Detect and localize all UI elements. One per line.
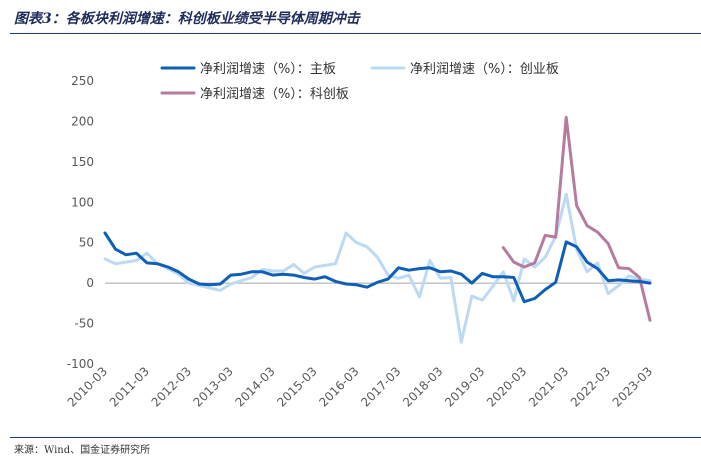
legend-label-1: 净利润增速（%）：主板 <box>200 62 336 77</box>
y-tick-label: -100 <box>67 357 94 371</box>
y-tick-label: 50 <box>79 236 94 250</box>
series-line-2 <box>103 192 652 344</box>
x-tick-label: 2021-03 <box>526 364 571 409</box>
x-tick-label: 2020-03 <box>484 364 529 409</box>
figure-title: 图表3：各板块利润增速：科创板业绩受半导体周期冲击 <box>14 11 360 27</box>
legend-label-3: 净利润增速（%）：科创板 <box>200 87 349 102</box>
x-tick-label: 2023-03 <box>610 364 655 409</box>
y-tick-label: -50 <box>74 317 94 331</box>
y-tick-label: 250 <box>71 74 94 88</box>
x-tick-label: 2014-03 <box>232 364 277 409</box>
x-tick-label: 2019-03 <box>442 364 487 409</box>
x-tick-label: 2022-03 <box>568 364 613 409</box>
source-divider <box>10 437 701 438</box>
x-tick-label: 2013-03 <box>191 364 236 409</box>
y-tick-label: 150 <box>71 155 94 169</box>
x-tick-label: 2011-03 <box>107 364 152 409</box>
series-line-3 <box>501 115 652 322</box>
legend-label-2: 净利润增速（%）：创业板 <box>410 62 559 77</box>
x-tick-label: 2015-03 <box>274 364 319 409</box>
x-tick-label: 2010-03 <box>65 364 110 409</box>
y-tick-label: 200 <box>71 114 94 128</box>
x-tick-label: 2016-03 <box>316 364 361 409</box>
y-tick-label: 100 <box>71 195 94 209</box>
series-line-1 <box>103 231 652 304</box>
y-tick-label: 0 <box>86 276 94 290</box>
title-divider <box>10 33 701 34</box>
x-tick-label: 2012-03 <box>149 364 194 409</box>
x-tick-label: 2017-03 <box>358 364 403 409</box>
x-tick-label: 2018-03 <box>400 364 445 409</box>
source-note: 来源：Wind、国金证券研究所 <box>14 445 151 456</box>
series-layer <box>103 115 652 344</box>
